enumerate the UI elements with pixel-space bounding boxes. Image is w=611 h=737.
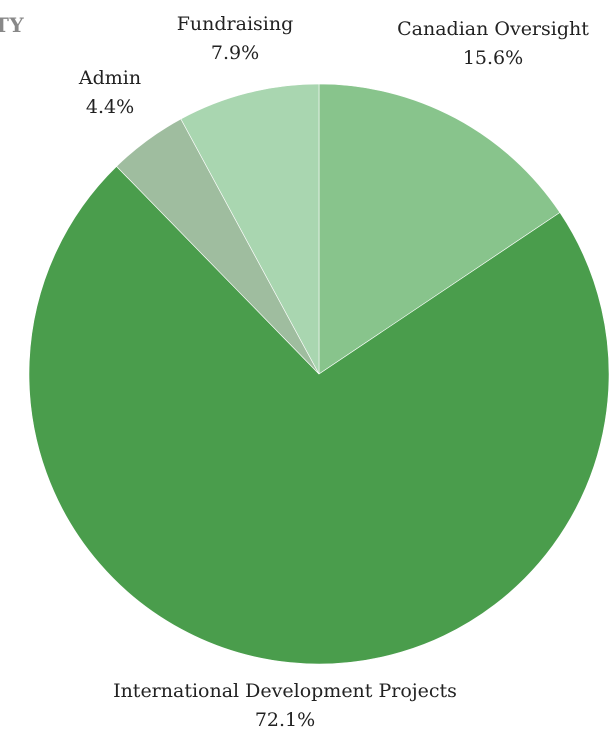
pie-slice-international-development-projects bbox=[28, 165, 610, 665]
slice-label-fundraising: Fundraising 7.9% bbox=[160, 10, 310, 68]
pie-slice-fundraising bbox=[180, 83, 320, 375]
slice-label-admin: Admin 4.4% bbox=[60, 64, 160, 122]
slice-label-international-development-projects: International Development Projects 72.1% bbox=[60, 677, 510, 735]
slice-name: Fundraising bbox=[176, 13, 294, 35]
slice-name: International Development Projects bbox=[113, 680, 457, 702]
pie-slice-canadian-oversight bbox=[318, 83, 561, 375]
slice-percent: 15.6% bbox=[462, 47, 524, 69]
slice-name: Admin bbox=[78, 67, 142, 89]
slice-percent: 4.4% bbox=[85, 96, 135, 118]
slice-percent: 7.9% bbox=[210, 42, 260, 64]
slice-label-canadian-oversight: Canadian Oversight 15.6% bbox=[378, 15, 608, 73]
chart-title-fragment: TY bbox=[0, 13, 25, 37]
slice-percent: 72.1% bbox=[254, 709, 316, 731]
slice-name: Canadian Oversight bbox=[397, 18, 589, 40]
